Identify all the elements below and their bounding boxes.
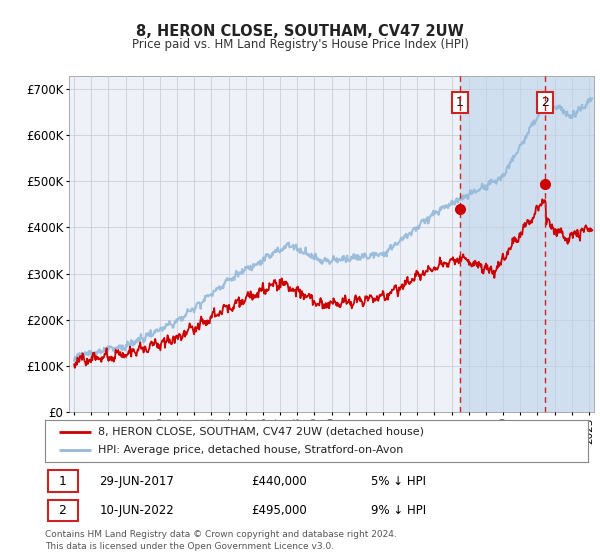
Text: 1: 1 — [456, 96, 464, 109]
Text: £495,000: £495,000 — [251, 504, 307, 517]
FancyBboxPatch shape — [48, 500, 77, 521]
Text: 10-JUN-2022: 10-JUN-2022 — [100, 504, 174, 517]
Text: 8, HERON CLOSE, SOUTHAM, CV47 2UW (detached house): 8, HERON CLOSE, SOUTHAM, CV47 2UW (detac… — [98, 427, 424, 437]
Text: HPI: Average price, detached house, Stratford-on-Avon: HPI: Average price, detached house, Stra… — [98, 445, 404, 455]
Text: 2: 2 — [58, 504, 67, 517]
Bar — [460, 76, 594, 412]
Text: £440,000: £440,000 — [251, 474, 307, 488]
Text: Contains HM Land Registry data © Crown copyright and database right 2024.
This d: Contains HM Land Registry data © Crown c… — [45, 530, 397, 550]
FancyBboxPatch shape — [48, 470, 77, 492]
Text: 1: 1 — [58, 474, 67, 488]
Text: 2: 2 — [541, 96, 549, 109]
Text: 29-JUN-2017: 29-JUN-2017 — [100, 474, 174, 488]
Text: 9% ↓ HPI: 9% ↓ HPI — [371, 504, 426, 517]
Text: Price paid vs. HM Land Registry's House Price Index (HPI): Price paid vs. HM Land Registry's House … — [131, 38, 469, 50]
Text: 8, HERON CLOSE, SOUTHAM, CV47 2UW: 8, HERON CLOSE, SOUTHAM, CV47 2UW — [136, 24, 464, 39]
Text: 5% ↓ HPI: 5% ↓ HPI — [371, 474, 426, 488]
